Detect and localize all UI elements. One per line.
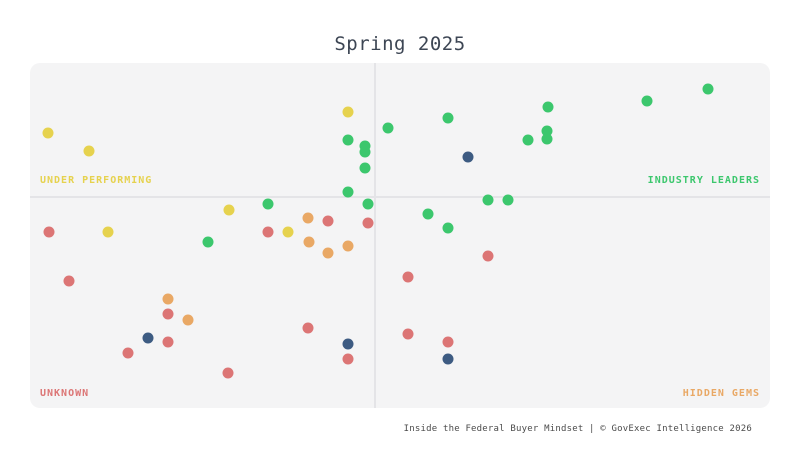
data-point-green xyxy=(442,222,454,234)
data-point-green xyxy=(482,194,494,206)
data-point-green xyxy=(362,198,374,210)
data-point-orange xyxy=(302,212,314,224)
data-point-red xyxy=(322,215,334,227)
data-point-green xyxy=(541,125,553,137)
data-point-green xyxy=(262,198,274,210)
data-point-green xyxy=(342,186,354,198)
data-point-green xyxy=(202,236,214,248)
quadrant-label-hidden-gems: HIDDEN GEMS xyxy=(682,388,760,399)
data-point-red xyxy=(362,217,374,229)
data-point-green xyxy=(702,83,714,95)
quadrant-label-unknown: UNKNOWN xyxy=(40,388,90,399)
data-point-green xyxy=(442,112,454,124)
data-point-orange xyxy=(303,236,315,248)
data-point-orange xyxy=(162,293,174,305)
data-point-red xyxy=(162,336,174,348)
data-point-navy xyxy=(142,332,154,344)
data-point-green xyxy=(359,146,371,158)
data-point-red xyxy=(162,308,174,320)
data-point-red xyxy=(442,336,454,348)
data-point-green xyxy=(342,134,354,146)
data-point-navy xyxy=(442,353,454,365)
data-point-yellow xyxy=(83,145,95,157)
data-point-navy xyxy=(342,338,354,350)
data-point-yellow xyxy=(42,127,54,139)
quadrant-label-under-performing: UNDER PERFORMING xyxy=(40,175,153,186)
data-point-yellow xyxy=(223,204,235,216)
data-point-yellow xyxy=(102,226,114,238)
data-point-red xyxy=(222,367,234,379)
data-point-yellow xyxy=(282,226,294,238)
data-point-red xyxy=(402,271,414,283)
data-point-green xyxy=(522,134,534,146)
data-point-green xyxy=(382,122,394,134)
quadrant-divider-horizontal xyxy=(30,195,770,198)
page-title: Spring 2025 xyxy=(334,33,466,55)
quadrant-chart: UNDER PERFORMING INDUSTRY LEADERS UNKNOW… xyxy=(30,63,770,408)
data-point-green xyxy=(422,208,434,220)
data-point-green xyxy=(542,101,554,113)
data-point-orange xyxy=(182,314,194,326)
data-point-red xyxy=(482,250,494,262)
data-point-red xyxy=(342,353,354,365)
quadrant-divider-vertical xyxy=(374,63,377,408)
data-point-red xyxy=(122,347,134,359)
quadrant-label-industry-leaders: INDUSTRY LEADERS xyxy=(647,175,760,186)
data-point-red xyxy=(402,328,414,340)
data-point-orange xyxy=(342,240,354,252)
data-point-green xyxy=(541,133,553,145)
data-point-red xyxy=(262,226,274,238)
data-point-green xyxy=(359,162,371,174)
data-point-red xyxy=(43,226,55,238)
data-point-green xyxy=(641,95,653,107)
data-point-green xyxy=(359,140,371,152)
attribution-footer: Inside the Federal Buyer Mindset | © Gov… xyxy=(403,424,752,434)
data-point-yellow xyxy=(342,106,354,118)
data-point-red xyxy=(302,322,314,334)
data-point-green xyxy=(502,194,514,206)
data-point-orange xyxy=(322,247,334,259)
data-point-navy xyxy=(462,151,474,163)
data-point-red xyxy=(63,275,75,287)
